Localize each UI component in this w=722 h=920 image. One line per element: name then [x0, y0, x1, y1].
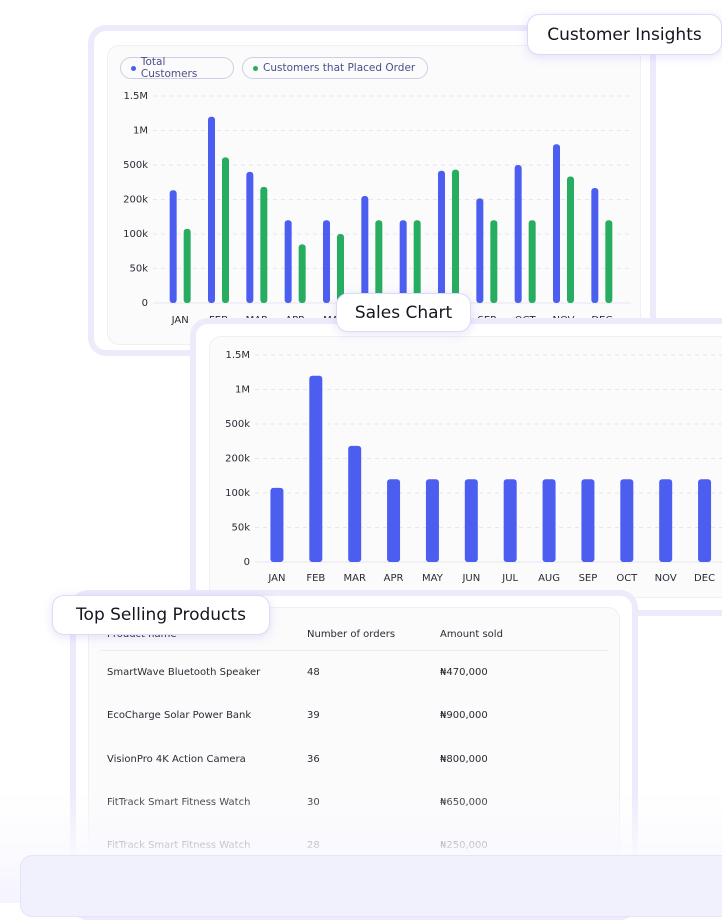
bar: [208, 116, 215, 303]
bar: [425, 479, 439, 562]
bar: [399, 220, 407, 303]
x-tick-label: APR: [384, 573, 404, 584]
x-tick-label: DEC: [694, 573, 715, 584]
bar: [298, 244, 306, 303]
x-tick-label: NOV: [655, 573, 677, 584]
bar: [567, 176, 574, 303]
y-tick-label: 50k: [129, 264, 148, 275]
bar: [183, 228, 191, 303]
column-header: Number of orders: [307, 629, 396, 640]
y-tick-label: 200k: [225, 454, 250, 465]
table-cell: EcoCharge Solar Power Bank: [107, 710, 252, 722]
y-tick-label: 1M: [133, 126, 148, 137]
bar: [270, 487, 284, 562]
x-tick-label: JAN: [267, 573, 285, 584]
bar: [620, 479, 634, 562]
legend-marker: [131, 65, 136, 71]
legend-item: Customers that Placed Order: [242, 57, 428, 79]
y-tick-label: 0: [244, 557, 250, 568]
bar: [348, 445, 362, 562]
bar: [246, 171, 254, 303]
bar: [464, 479, 478, 562]
card-label: Top Selling Products: [52, 595, 270, 635]
bar: [222, 157, 229, 303]
bar: [452, 169, 459, 303]
legend-label: Customers that Placed Order: [263, 62, 416, 74]
y-tick-label: 100k: [123, 229, 148, 240]
bar: [260, 186, 268, 303]
x-tick-label: AUG: [538, 573, 560, 584]
table-cell: 39: [307, 710, 320, 722]
card-label: Customer Insights: [527, 14, 722, 55]
table-cell: 28: [307, 840, 320, 852]
bar: [605, 220, 613, 303]
x-tick-label: JUL: [501, 573, 518, 584]
bar: [698, 479, 712, 562]
bar: [361, 196, 369, 303]
bar: [284, 220, 292, 303]
table-cell: 36: [307, 753, 320, 765]
bar: [323, 220, 330, 303]
legend-marker: [253, 65, 258, 71]
y-tick-label: 1.5M: [225, 350, 250, 361]
y-tick-label: 200k: [123, 195, 148, 206]
table-cell: FitTrack Smart Fitness Watch: [107, 796, 251, 808]
table-cell: ₦650,000: [440, 796, 488, 808]
x-tick-label: OCT: [616, 573, 638, 584]
y-tick-label: 50k: [231, 523, 250, 534]
header-rule: [100, 650, 608, 651]
card-label: Sales Chart: [336, 293, 471, 332]
y-tick-label: 1.5M: [123, 91, 148, 102]
table-cell: ₦900,000: [440, 710, 488, 722]
bar: [490, 220, 498, 303]
y-tick-label: 100k: [225, 488, 250, 499]
table-cell: ₦250,000: [440, 840, 488, 852]
legend-item: Total Customers: [120, 56, 234, 80]
bar: [503, 479, 517, 562]
sales-chart-panel: 0 50k 100k 200k 500k 1M 1.5M JAN FEB MAR APR MAY JUN…: [209, 336, 722, 598]
bar: [476, 198, 484, 303]
table-cell: 48: [307, 667, 320, 678]
table-cell: VisionPro 4K Action Camera: [107, 753, 246, 765]
bar: [169, 190, 177, 303]
table-cell: FitTrack Smart Fitness Watch: [107, 840, 251, 852]
bottom-panel: [20, 855, 722, 917]
bar: [413, 220, 421, 303]
bar: [337, 234, 344, 303]
y-tick-label: 500k: [123, 160, 148, 171]
legend-label: Total Customers: [140, 56, 198, 80]
x-tick-label: SEP: [579, 573, 598, 584]
table-cell: ₦470,000: [440, 667, 488, 678]
bar: [375, 220, 383, 303]
bar: [591, 188, 599, 303]
table-cell: ₦800,000: [440, 753, 488, 765]
bar: [542, 479, 556, 562]
x-tick-label: MAR: [343, 573, 365, 584]
column-header: Amount sold: [440, 629, 503, 640]
x-tick-label: FEB: [306, 573, 325, 584]
bar: [309, 375, 323, 562]
x-tick-label: JAN: [171, 315, 189, 326]
bar: [514, 165, 522, 303]
y-tick-label: 500k: [225, 419, 250, 430]
x-tick-label: JUN: [461, 573, 480, 584]
bar: [528, 220, 536, 303]
bar: [581, 479, 595, 562]
x-tick-label: MAY: [422, 573, 444, 584]
bar: [438, 170, 445, 303]
bar: [659, 479, 673, 562]
sales-chart: 0 50k 100k 200k 500k 1M 1.5M JAN FEB MAR APR MAY JUN…: [225, 350, 722, 584]
y-tick-label: 0: [142, 298, 148, 309]
table-cell: 30: [307, 796, 320, 808]
bar: [553, 144, 560, 303]
bar: [387, 479, 401, 562]
table-cell: SmartWave Bluetooth Speaker: [107, 667, 261, 678]
y-tick-label: 1M: [235, 385, 250, 396]
